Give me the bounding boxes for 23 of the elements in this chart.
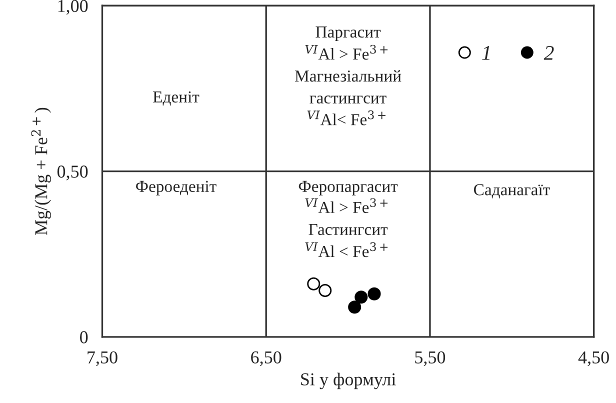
annotation: $^{VI}$Al < Fe$^{3+}$ [305, 242, 388, 258]
y-tick-label: 0,50 [57, 166, 88, 180]
annotation: Магнезіальний [295, 70, 402, 82]
annotation: гастингсит [310, 96, 386, 104]
annotation: Паргасит [316, 26, 381, 42]
annotation: $^{VI}$Al > Fe$^{3+}$ [305, 44, 388, 60]
annotation: Еденіт [153, 91, 200, 106]
x-tick-label: 7,50 [88, 351, 118, 366]
y-tick-label: 0 [80, 331, 88, 344]
annotation: $^{VI}$Al > Fe$^{3+}$ [305, 198, 388, 214]
annotation: Феропаргасит [298, 180, 398, 196]
x-axis-title: Si у формулі [301, 372, 396, 390]
legend-label: 2 [544, 46, 554, 60]
annotation: $^{VI}$Al< Fe$^{3+}$ [307, 110, 386, 126]
y-tick-label: 1,00 [58, 0, 88, 15]
x-tick-label: 4,50 [578, 351, 609, 366]
x-tick-label: 6,50 [251, 351, 282, 366]
annotation: Саданагаїт [474, 184, 550, 198]
legend-label: 1 [482, 46, 490, 60]
x-tick-label: 5,50 [415, 351, 446, 366]
annotation: Фероеденіт [136, 180, 216, 196]
y-axis-title: Mg/(Mg + Fe$^{2+}$) [31, 108, 52, 236]
annotation: Гастингсит [308, 224, 388, 236]
